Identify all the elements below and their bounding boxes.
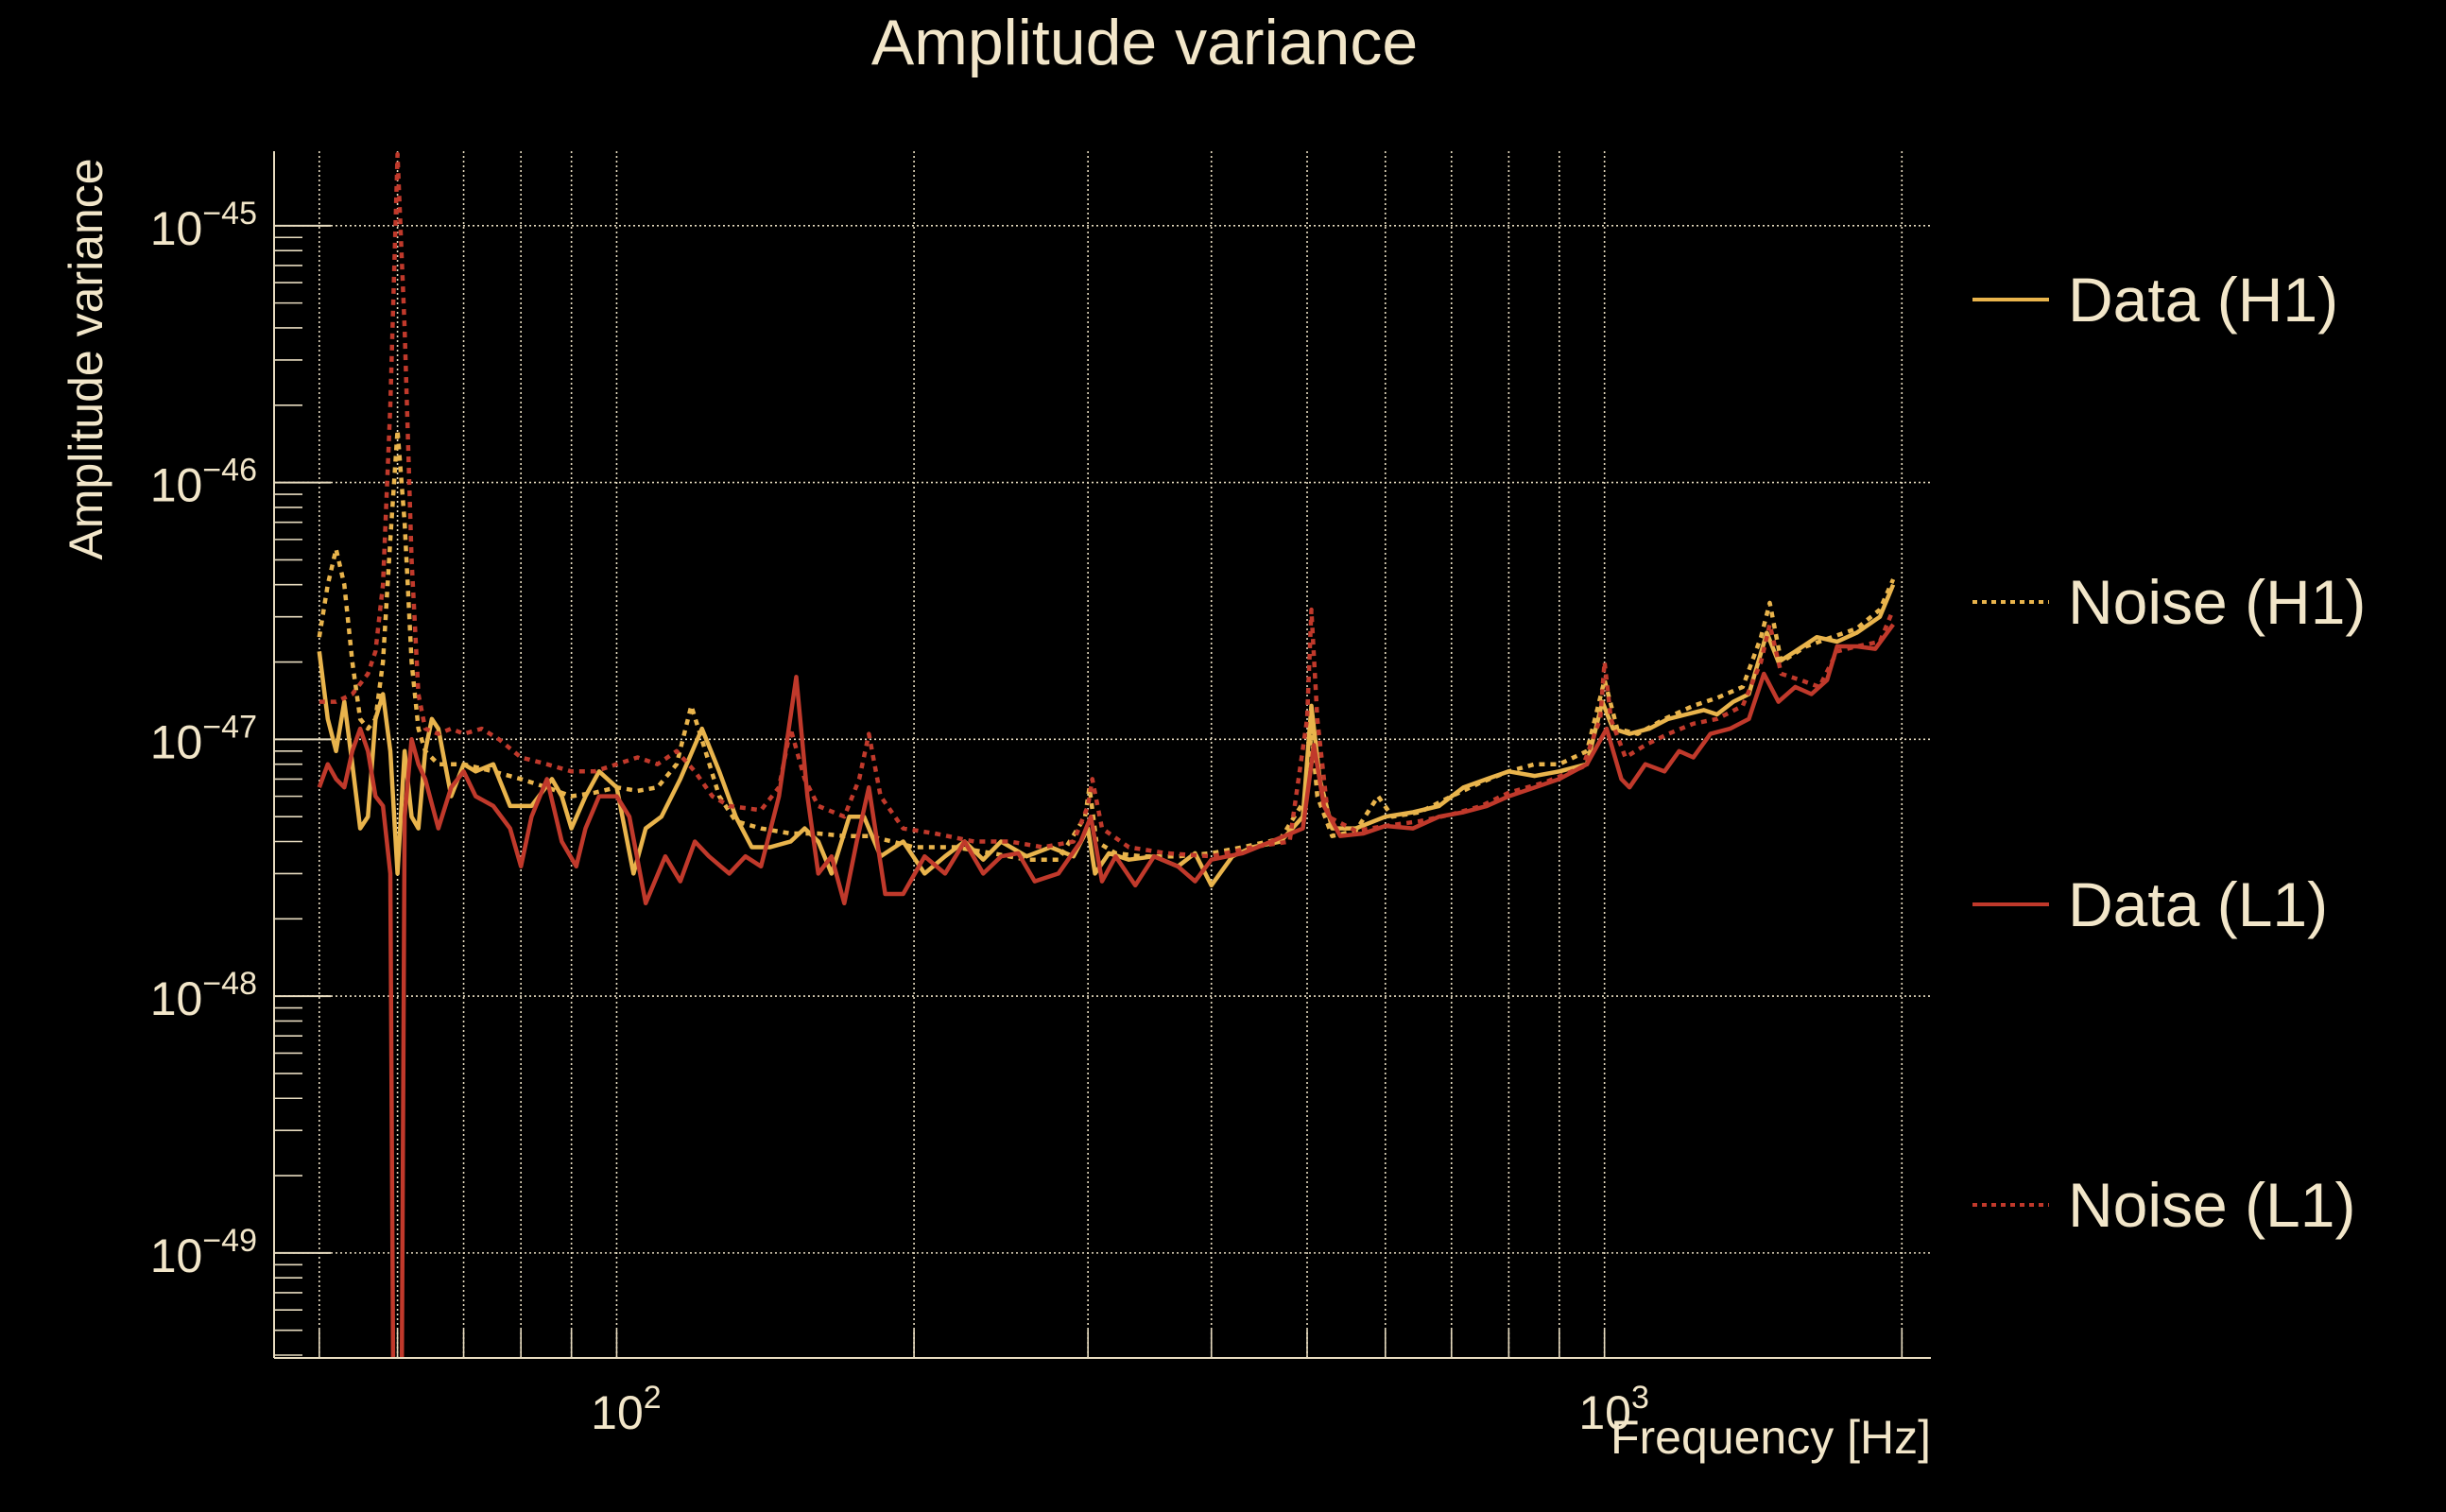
x-tick-label: 103 — [1578, 1380, 1649, 1439]
y-tick-label: 10−46 — [150, 453, 257, 512]
y-tick-label: 10−45 — [150, 196, 257, 255]
legend-label: Data (L1) — [2068, 869, 2328, 939]
legend: Data (H1) Noise (H1) Data (L1) Noise (L1) — [1972, 265, 2366, 1240]
series-line-data-l1 — [317, 623, 1895, 1358]
y-tick-label: 10−49 — [150, 1223, 257, 1282]
y-tick-label: 10−48 — [150, 966, 257, 1025]
y-axis-label: Amplitude variance — [60, 158, 112, 559]
x-tick-label: 102 — [591, 1380, 662, 1439]
legend-label: Noise (L1) — [2068, 1170, 2355, 1240]
series-line-noise-h1 — [317, 427, 1896, 862]
axes — [273, 151, 1931, 1359]
tick-labels: 10−45 10−46 10−47 10−48 10−49 102 103 — [150, 196, 1649, 1439]
series-lines — [317, 151, 1896, 1358]
y-tick-label: 10−47 — [150, 709, 257, 768]
chart-title: Amplitude variance — [871, 7, 1418, 78]
x-axis-label: Frequency [Hz] — [1611, 1411, 1931, 1464]
legend-label: Noise (H1) — [2068, 567, 2366, 637]
grid-lines — [274, 151, 1931, 1358]
legend-label: Data (H1) — [2068, 265, 2338, 335]
